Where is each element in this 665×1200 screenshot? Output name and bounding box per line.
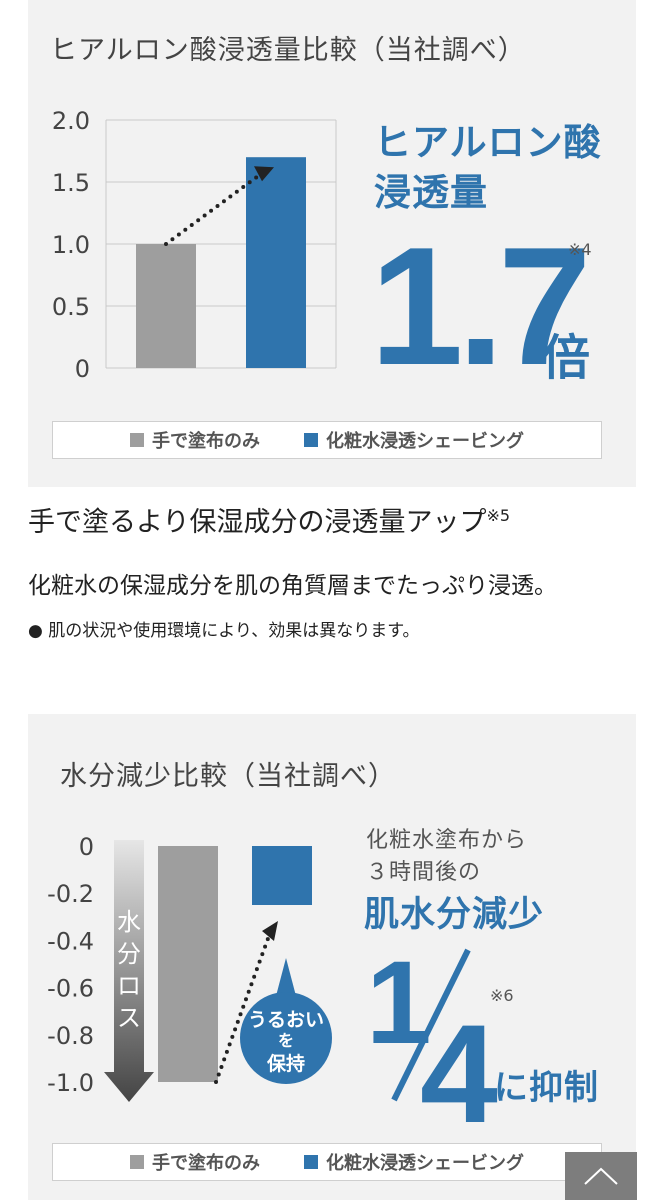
caveat: ● 肌の状況や使用環境により、効果は異なります。 — [28, 616, 420, 641]
callout-heading: 肌水分減少 — [364, 895, 545, 935]
fraction-slash — [391, 948, 471, 1102]
legend-swatch-blue — [304, 433, 318, 447]
arrow-head — [262, 921, 278, 941]
legend-label: 化粧水浸透シェービング — [326, 1153, 524, 1174]
y-tick-label: -0.6 — [47, 975, 94, 1003]
callout-note: ※4 — [568, 240, 592, 259]
bar-hand-only — [136, 244, 196, 368]
legend-item-shaving: 化粧水浸透シェービング — [304, 427, 524, 453]
bubble-text: 保持 — [266, 1052, 305, 1075]
bar-shaving — [252, 846, 312, 905]
y-tick-label: 0 — [75, 355, 90, 383]
y-tick-label: -0.4 — [47, 927, 94, 955]
callout-value: 1.7 — [370, 212, 592, 400]
legend-label: 手で塗布のみ — [152, 1153, 260, 1174]
y-tick-label: -1.0 — [47, 1069, 94, 1097]
arrow-label-char: 水 — [117, 908, 141, 936]
legend-item-shaving: 化粧水浸透シェービング — [304, 1149, 524, 1175]
legend-label: 化粧水浸透シェービング — [326, 431, 524, 452]
callout-unit: に抑制 — [494, 1068, 599, 1108]
chart-legend: 手で塗布のみ 化粧水浸透シェービング — [52, 421, 602, 459]
arrow-head — [254, 166, 274, 182]
fraction-denominator: 4 — [420, 995, 498, 1152]
legend-label: 手で塗布のみ — [152, 431, 260, 452]
bullet-icon: ● — [28, 621, 43, 641]
penetration-bar-chart: 2.0 1.5 1.0 0.5 0 — [52, 107, 337, 383]
callout-unit: 倍 — [542, 330, 592, 386]
chart-legend: 手で塗布のみ 化粧水浸透シェービング — [52, 1143, 602, 1181]
legend-item-hand: 手で塗布のみ — [130, 1149, 260, 1175]
y-tick-label: 1.0 — [52, 231, 90, 259]
caveat-text: 肌の状況や使用環境により、効果は異なります。 — [48, 621, 420, 641]
bubble-pointer — [276, 958, 296, 996]
arrow-label-char: 分 — [117, 940, 141, 968]
headline: 手で塗るより保湿成分の浸透量アップ※5 — [28, 500, 510, 539]
headline-text: 手で塗るより保湿成分の浸透量アップ — [28, 507, 487, 538]
callout-heading-line1: ヒアルロン酸 — [374, 121, 602, 164]
bubble-circle — [240, 992, 332, 1084]
arrow-label-char: ス — [117, 1004, 141, 1032]
y-tick-label: 1.5 — [52, 169, 90, 197]
callout-heading-line2: 浸透量 — [374, 171, 488, 214]
chart-title: 水分減少比較（当社調べ） — [60, 761, 396, 792]
y-tick-label: -0.8 — [47, 1022, 94, 1050]
chart-title: ヒアルロン酸浸透量比較（当社調べ） — [50, 35, 526, 66]
y-tick-label: 0 — [79, 833, 94, 861]
legend-swatch-grey — [130, 1155, 144, 1169]
moisture-loss-arrow — [104, 840, 154, 1102]
callout-line1: 化粧水塗布から — [366, 828, 528, 853]
legend-swatch-grey — [130, 433, 144, 447]
moisture-chart-panel: 水分減少比較（当社調べ） 0 -0.2 -0.4 -0.6 -0.8 -1.0 水分ロス … — [28, 714, 636, 1200]
penetration-chart-panel: ヒアルロン酸浸透量比較（当社調べ） 2.0 1.5 1.0 0.5 0 ヒアルロン酸 浸… — [28, 0, 636, 487]
callout-line2: ３時間後の — [366, 860, 482, 885]
legend-item-hand: 手で塗布のみ — [130, 427, 260, 453]
dotted-trend-line — [214, 931, 272, 1084]
scroll-to-top-button[interactable] — [565, 1152, 637, 1200]
bubble-text: うるおい — [248, 1009, 324, 1031]
chevron-up-icon — [584, 1167, 618, 1185]
headline-note: ※5 — [486, 506, 511, 525]
y-tick-label: -0.2 — [47, 880, 94, 908]
bar-shaving — [246, 157, 306, 368]
y-tick-label: 2.0 — [52, 107, 90, 135]
bar-hand-only — [158, 846, 218, 1082]
callout-note: ※6 — [490, 986, 514, 1005]
body-text: 化粧水の保湿成分を肌の角質層までたっぷり浸透。 — [28, 573, 557, 599]
bubble-text: を — [278, 1031, 294, 1050]
legend-swatch-blue — [304, 1155, 318, 1169]
arrow-label-char: ロ — [117, 972, 141, 1000]
y-tick-label: 0.5 — [52, 293, 90, 321]
